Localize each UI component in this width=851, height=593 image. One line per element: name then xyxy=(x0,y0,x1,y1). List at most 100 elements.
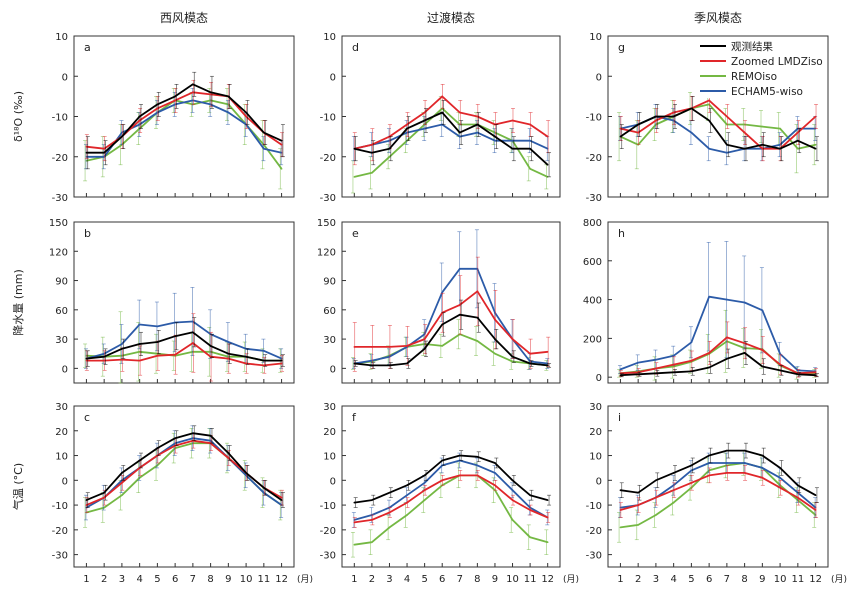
data-point xyxy=(708,295,710,298)
data-point xyxy=(476,455,479,458)
data-point xyxy=(690,464,693,467)
data-point xyxy=(797,373,799,376)
data-point xyxy=(494,472,496,474)
data-point xyxy=(529,168,531,170)
data-point xyxy=(690,341,693,344)
data-point xyxy=(85,504,88,506)
data-point xyxy=(637,373,639,376)
data-point xyxy=(156,354,159,357)
data-point xyxy=(546,516,549,519)
data-point xyxy=(655,514,657,516)
data-point xyxy=(546,541,549,544)
x-tick-label: 8 xyxy=(741,574,747,585)
series-line xyxy=(86,83,282,154)
data-point xyxy=(637,131,639,134)
data-point xyxy=(138,115,141,118)
data-point xyxy=(708,147,710,150)
panel-letter: f xyxy=(352,411,357,424)
data-point xyxy=(353,346,356,348)
series xyxy=(83,425,284,521)
data-point xyxy=(103,151,105,154)
plot-frame xyxy=(607,221,829,384)
plot-frame xyxy=(73,221,295,384)
x-tick-label: 8 xyxy=(207,574,213,585)
data-point xyxy=(353,501,356,504)
legend: 观测结果 Zoomed LMDZiso REMOiso ECHAM5-wiso xyxy=(696,38,826,98)
column-title: 季风模态 xyxy=(694,11,742,25)
data-point xyxy=(441,111,444,114)
data-point xyxy=(546,135,549,138)
series xyxy=(617,450,817,543)
data-point xyxy=(779,147,781,150)
data-point xyxy=(209,91,212,94)
data-point xyxy=(761,309,764,312)
series-line xyxy=(620,336,816,375)
series-line xyxy=(620,351,816,377)
y-tick-label: 0 xyxy=(596,476,602,487)
plot-frame xyxy=(73,35,295,198)
data-point xyxy=(779,467,781,469)
x-tick-label: 1 xyxy=(351,574,357,585)
x-tick-label: 7 xyxy=(724,574,730,585)
data-point xyxy=(743,462,746,464)
data-point xyxy=(441,459,444,462)
data-point xyxy=(353,543,356,546)
data-point xyxy=(672,472,675,474)
data-point xyxy=(121,481,123,484)
y-tick-label: 150 xyxy=(49,218,68,229)
data-point xyxy=(458,268,461,270)
data-point xyxy=(814,374,817,377)
y-tick-label: -30 xyxy=(52,551,68,562)
data-point xyxy=(476,474,479,477)
x-tick-label: 5 xyxy=(154,574,160,585)
data-point xyxy=(761,467,764,469)
data-point xyxy=(423,338,426,340)
x-unit-label: (月) xyxy=(831,574,847,585)
y-tick-label: 60 xyxy=(323,306,336,317)
data-point xyxy=(494,352,496,355)
x-tick-label: 6 xyxy=(172,574,178,585)
data-point xyxy=(529,147,531,150)
data-point xyxy=(209,345,212,347)
data-point xyxy=(655,119,657,122)
y-tick-label: -10 xyxy=(586,501,602,512)
data-point xyxy=(227,341,230,343)
row-label: δ¹⁸O (‰) xyxy=(12,91,25,142)
data-point xyxy=(156,447,159,449)
data-point xyxy=(690,469,693,472)
data-point xyxy=(458,111,461,114)
data-point xyxy=(174,437,176,440)
data-point xyxy=(174,353,176,356)
data-point xyxy=(726,143,728,146)
series xyxy=(351,229,550,370)
data-point xyxy=(797,496,799,499)
data-point xyxy=(708,474,710,477)
series-line xyxy=(620,295,816,373)
data-point xyxy=(511,489,514,492)
data-point xyxy=(761,143,764,146)
x-tick-label: 1 xyxy=(83,574,89,585)
data-point xyxy=(280,362,283,365)
legend-label: Zoomed LMDZiso xyxy=(731,56,823,68)
x-tick-label: 9 xyxy=(759,574,765,585)
y-tick-label: 120 xyxy=(317,247,336,258)
x-tick-label: 11 xyxy=(791,574,804,585)
x-tick-label: 2 xyxy=(369,574,375,585)
data-point xyxy=(511,119,514,122)
data-point xyxy=(458,135,461,138)
data-point xyxy=(476,123,479,126)
y-tick-label: 90 xyxy=(323,277,336,288)
series xyxy=(85,425,285,508)
data-point xyxy=(353,362,356,365)
data-point xyxy=(494,318,496,321)
data-point xyxy=(726,336,728,339)
data-point xyxy=(655,358,657,361)
data-point xyxy=(192,331,194,334)
data-point xyxy=(761,125,764,128)
data-point xyxy=(423,499,426,501)
data-point xyxy=(174,99,176,102)
panel-letter: i xyxy=(618,411,621,424)
data-point xyxy=(263,486,265,489)
data-point xyxy=(121,494,123,496)
series-line xyxy=(354,459,549,521)
